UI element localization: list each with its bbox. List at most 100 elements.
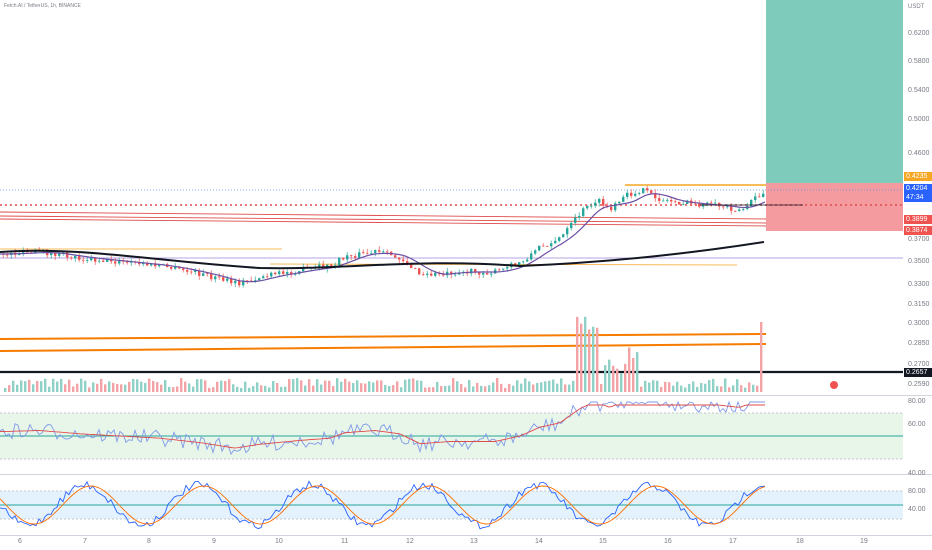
volume-bar <box>156 382 159 392</box>
candle-body <box>346 255 349 260</box>
volume-bar <box>124 384 127 392</box>
volume-bar <box>476 382 479 392</box>
volume-bar <box>72 386 75 392</box>
candle-body <box>410 264 413 269</box>
volume-bar <box>724 378 727 392</box>
current-price-tag: 0.4204 <box>904 184 932 193</box>
candle-body <box>530 253 533 260</box>
pane-divider[interactable] <box>0 395 932 396</box>
volume-bar <box>68 379 71 392</box>
candle-body <box>198 270 201 276</box>
stochastic-axis[interactable]: 80.00 40.00 <box>903 475 932 535</box>
volume-bar <box>748 382 751 392</box>
stop-price-tag: 0.3874 <box>904 226 932 235</box>
volume-bar <box>516 380 519 392</box>
candle-body <box>422 274 425 276</box>
stochastic-k-line <box>0 480 766 530</box>
volume-bar <box>648 382 651 392</box>
time-tick: 17 <box>729 538 737 545</box>
volume-bar <box>668 382 671 392</box>
candle-body <box>490 273 493 275</box>
candle-body <box>282 271 285 274</box>
volume-bar <box>456 381 459 392</box>
pane-divider[interactable] <box>0 474 932 475</box>
volume-bar <box>188 383 191 392</box>
candle-body <box>730 206 733 211</box>
candle-body <box>110 258 113 262</box>
volume-bar <box>80 378 83 392</box>
candle-body <box>366 252 369 254</box>
candle-body <box>70 257 73 259</box>
volume-bar <box>628 347 631 392</box>
volume-bar <box>248 387 251 392</box>
time-tick: 7 <box>83 538 87 545</box>
volume-bar <box>548 380 551 392</box>
candle-body <box>762 193 765 198</box>
candle-body <box>230 278 233 284</box>
volume-bar <box>716 386 719 392</box>
volume-bar <box>600 384 603 392</box>
volume-bar <box>500 383 503 392</box>
time-tick: 9 <box>212 538 216 545</box>
candle-body <box>734 210 737 212</box>
candle-body <box>114 261 117 264</box>
candle-body <box>542 245 545 247</box>
candle-body <box>642 188 645 194</box>
candle-body <box>374 250 377 253</box>
candle-body <box>138 262 141 265</box>
rsi-axis[interactable]: 80.00 60.00 40.00 <box>903 396 932 477</box>
orange-channel-line <box>0 333 767 340</box>
volume-bar <box>120 384 123 392</box>
volume-bar <box>712 378 715 392</box>
candle-body <box>206 273 209 275</box>
candle-body <box>538 245 541 251</box>
candle-body <box>154 263 157 267</box>
volume-bar <box>432 387 435 392</box>
time-axis[interactable]: 6 7 8 9 10 11 12 13 14 15 16 17 18 19 <box>0 535 903 550</box>
time-tick: 15 <box>599 538 607 545</box>
countdown-tag: 47:34 <box>904 193 932 202</box>
price-pane[interactable] <box>0 0 903 395</box>
volume-bar <box>616 368 619 392</box>
candle-body <box>330 264 333 266</box>
volume-bar <box>300 380 303 392</box>
currency-label: USDT <box>908 4 925 10</box>
volume-bar <box>320 384 323 392</box>
red-trend-line <box>0 215 767 224</box>
candle-body <box>498 269 501 271</box>
candle-body <box>470 269 473 274</box>
volume-bar <box>312 385 315 392</box>
candle-body <box>98 260 101 262</box>
candle-body <box>222 277 225 281</box>
volume-bar <box>324 380 327 392</box>
volume-bar <box>576 316 579 392</box>
candle-body <box>334 265 337 267</box>
chart-canvas[interactable] <box>0 0 903 535</box>
candle-body <box>6 254 9 256</box>
volume-bar <box>216 381 219 392</box>
volume-bar <box>8 385 11 392</box>
volume-bar <box>684 387 687 392</box>
price-axis[interactable]: 0.6200 0.5800 0.5400 0.5000 0.4600 0.370… <box>903 0 932 395</box>
moving-average-line <box>0 193 766 283</box>
volume-bar <box>572 380 575 392</box>
volume-bar <box>472 386 475 392</box>
candle-body <box>234 280 237 284</box>
volume-bar <box>280 386 283 392</box>
price-tick: 0.5400 <box>908 87 930 94</box>
volume-bar <box>296 378 299 392</box>
candle-body <box>378 250 381 252</box>
candle-body <box>726 206 729 208</box>
time-tick: 8 <box>147 538 151 545</box>
candle-body <box>18 253 21 255</box>
volume-bar <box>732 385 735 392</box>
candle-body <box>742 208 745 210</box>
candle-body <box>246 280 249 282</box>
long-moving-average-line <box>0 241 765 270</box>
volume-bar <box>388 385 391 392</box>
stop-price-tag: 0.3899 <box>904 215 932 224</box>
red-trend-line <box>0 218 767 227</box>
volume-bar <box>380 380 383 392</box>
candle-body <box>78 255 81 260</box>
